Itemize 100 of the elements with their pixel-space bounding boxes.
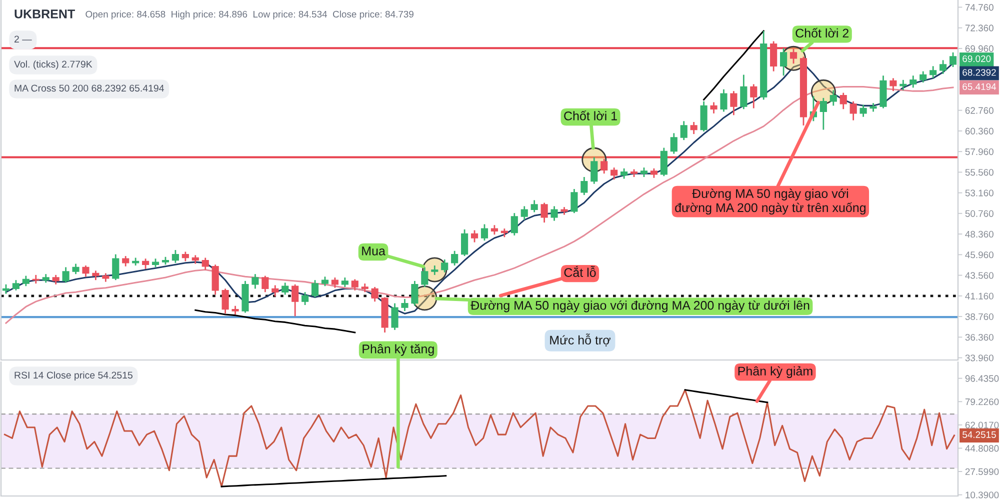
- candlestick: [411, 280, 418, 307]
- candlestick: [740, 74, 748, 110]
- candlestick: [840, 92, 847, 110]
- ref-line-label: Mức hỗ trợ: [550, 334, 610, 346]
- candlestick: [540, 202, 548, 224]
- annotation: 2 —: [14, 36, 32, 43]
- annotation: Chốt lời 2: [796, 28, 849, 38]
- candlestick: [570, 188, 578, 214]
- line-series: [4, 389, 956, 488]
- candlestick: [770, 40, 778, 72]
- y-tick-label: 62.0170: [965, 422, 999, 428]
- candlestick: [820, 97, 827, 130]
- candlestick: [830, 90, 837, 106]
- y-tick-label: 27.5990: [965, 468, 999, 476]
- y-tick-label: 79.2260: [965, 398, 999, 406]
- candlestick: [272, 284, 279, 298]
- y-tick-label: 44.8080: [965, 445, 999, 452]
- candlestick: [22, 275, 30, 287]
- candlestick: [650, 168, 658, 179]
- candlestick: [391, 302, 398, 331]
- y-tick-label: 43.560: [965, 272, 994, 279]
- candlestick: [2, 284, 10, 295]
- line-series: [220, 475, 447, 488]
- text: Open price: 84.658 High price: 84.896 Low price: 84.534 Close price: 84.739: [86, 10, 414, 20]
- y-tick-label: 55.560: [965, 169, 994, 176]
- candlestick: [441, 258, 448, 274]
- candlestick: [620, 168, 628, 180]
- y-tick-label: 74.760: [965, 4, 994, 11]
- candlestick: [480, 224, 488, 242]
- candlestick: [142, 258, 150, 270]
- candlestick: [202, 257, 209, 270]
- candlestick: [910, 74, 917, 88]
- candlestick: [302, 291, 309, 306]
- candlestick: [92, 270, 100, 281]
- candlestick: [351, 278, 358, 292]
- annotation: Đường MA 50 ngày giao với đường MA 200 ngày từ dưới lên: [470, 300, 810, 312]
- candlestick: [949, 52, 957, 68]
- annotation: MA Cross 50 200 68.2392 65.4194: [14, 84, 164, 92]
- candlestick: [122, 255, 130, 268]
- y-tick-label: 57.960: [965, 148, 994, 156]
- y-tick-label: 50.760: [965, 210, 994, 217]
- candlestick: [580, 176, 588, 196]
- y-tick-label: 69.960: [965, 45, 994, 52]
- candlestick: [710, 102, 718, 114]
- annotation: Mua: [362, 246, 386, 256]
- annotation: RSI 14 Close price 54.2515: [14, 371, 132, 381]
- annotation: Chốt lời 1: [564, 110, 617, 120]
- candlestick: [182, 251, 189, 262]
- candlestick: [790, 48, 798, 64]
- candlestick: [670, 132, 678, 154]
- y-tick-label: 41.160: [965, 292, 994, 300]
- y-tick-label: 38.760: [965, 313, 994, 320]
- candlestick: [371, 286, 378, 302]
- candlestick: [172, 249, 179, 264]
- candlestick: [590, 156, 598, 185]
- candlestick: [341, 276, 348, 288]
- text: UKBRENT: [14, 10, 75, 18]
- candlestick: [222, 288, 229, 314]
- data-label: 65.4194: [962, 83, 996, 90]
- candlestick: [860, 104, 867, 118]
- y-tick-label: 53.160: [965, 190, 994, 196]
- annotation: Cắt lỗ: [564, 266, 596, 277]
- candlestick: [690, 121, 698, 135]
- candlestick: [780, 47, 788, 76]
- data-label: 54.2515: [962, 431, 996, 438]
- candlestick: [401, 298, 408, 312]
- line-series: [194, 309, 356, 334]
- candlestick: [520, 206, 528, 221]
- y-tick-label: 48.360: [965, 230, 994, 238]
- text: 69.020: [962, 55, 991, 62]
- line-series: [703, 30, 764, 100]
- candlestick: [262, 275, 269, 293]
- line-series: [684, 389, 768, 404]
- y-tick-label: 45.960: [965, 251, 994, 258]
- candlestick: [62, 266, 70, 284]
- candlestick: [331, 276, 338, 289]
- candlestick: [82, 264, 90, 278]
- candlestick: [940, 59, 947, 75]
- candlestick: [920, 70, 927, 84]
- y-tick-label: 36.360: [965, 334, 994, 341]
- candlestick: [282, 282, 289, 296]
- candlestick: [610, 166, 618, 180]
- candlestick: [930, 65, 937, 79]
- y-tick-label: 10.3900: [966, 492, 999, 498]
- candlestick: [421, 266, 428, 288]
- annotation: Phân kỳ tăng: [362, 344, 434, 356]
- candlestick: [431, 264, 438, 276]
- candlestick: [52, 274, 60, 286]
- y-tick-label: 33.960: [965, 354, 994, 362]
- candlestick: [292, 284, 299, 317]
- candlestick: [850, 100, 857, 121]
- candlestick: [660, 147, 668, 177]
- candlestick: [490, 224, 498, 236]
- data-label: 68.2392: [962, 69, 996, 76]
- candlestick: [750, 84, 758, 109]
- candlestick: [530, 199, 538, 213]
- annotation: Phân kỳ giảm: [738, 366, 812, 378]
- candlestick: [600, 158, 608, 174]
- y-tick-label: 96.4350: [965, 375, 999, 382]
- candlestick: [311, 279, 319, 298]
